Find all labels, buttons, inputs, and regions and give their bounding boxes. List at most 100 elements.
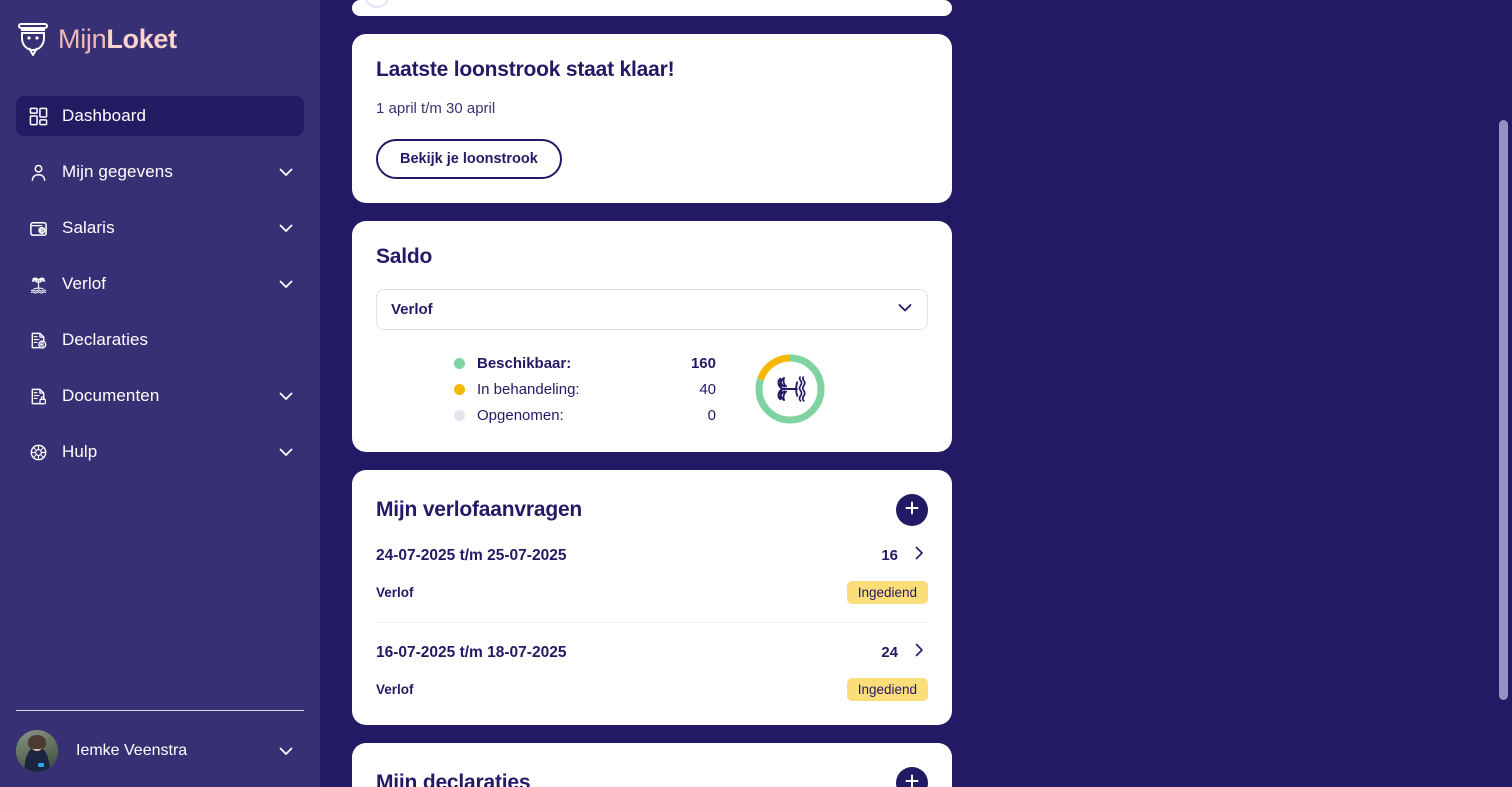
legend-label: Opgenomen:: [477, 406, 564, 424]
add-leave-request-button[interactable]: [896, 494, 928, 526]
view-payslip-button[interactable]: Bekijk je loonstrook: [376, 139, 562, 179]
scrollbar-track[interactable]: [1498, 0, 1508, 787]
legend-dot-available: [454, 357, 465, 369]
sidebar-profile-section: Iemke Veenstra: [0, 710, 320, 787]
legend-label: In behandeling:: [477, 380, 580, 398]
brand-wordmark: MijnLoket: [58, 23, 177, 54]
chevron-down-icon[interactable]: [276, 274, 296, 294]
scrollbar-thumb[interactable]: [1499, 120, 1508, 700]
chevron-down-icon[interactable]: [276, 162, 296, 182]
owl-icon: [16, 20, 50, 58]
plus-icon: [903, 499, 921, 522]
chevron-down-icon[interactable]: [895, 297, 915, 322]
leave-date-range: 16-07-2025 t/m 18-07-2025: [376, 643, 567, 661]
chevron-down-icon[interactable]: [276, 386, 296, 406]
brand-name-thin: Mijn: [58, 23, 107, 54]
legend-item: Opgenomen: 0: [454, 402, 716, 428]
list-item: 24-07-2025 t/m 25-07-2025 16 Verlof Inge…: [376, 526, 928, 623]
chevron-down-icon[interactable]: [276, 218, 296, 238]
sidebar-item-label: Documenten: [62, 386, 160, 405]
leave-requests-card: Mijn verlofaanvragen 24-07-2025 t/m 25-0…: [352, 470, 952, 725]
leave-date-range: 24-07-2025 t/m 25-07-2025: [376, 546, 567, 564]
divider: [16, 710, 304, 711]
main-content: Laatste loonstrook staat klaar! 1 april …: [320, 0, 1512, 787]
dashboard-column: Laatste loonstrook staat klaar! 1 april …: [352, 0, 952, 787]
life-ring-icon: [28, 442, 48, 462]
saldo-title: Saldo: [376, 245, 433, 268]
saldo-legend: Beschikbaar: 160 In behandeling: 40 Opge…: [376, 350, 716, 428]
leave-row-right: 16: [881, 544, 928, 567]
sidebar-item-declaraties[interactable]: Declaraties: [16, 320, 304, 360]
leave-type: Verlof: [376, 585, 414, 600]
leave-hours: 16: [881, 547, 898, 564]
sidebar-item-label: Salaris: [62, 218, 115, 237]
sidebar-item-dashboard[interactable]: Dashboard: [16, 96, 304, 136]
saldo-type-select[interactable]: Verlof: [376, 289, 928, 330]
saldo-body: Beschikbaar: 160 In behandeling: 40 Opge…: [376, 350, 928, 428]
leave-type: Verlof: [376, 682, 414, 697]
legend-item: In behandeling: 40: [454, 376, 716, 402]
saldo-donut-chart: [754, 353, 826, 425]
legend-label: Beschikbaar:: [477, 354, 572, 372]
legend-value: 0: [707, 406, 716, 424]
sidebar-item-label: Mijn gegevens: [62, 162, 173, 181]
plus-icon: [903, 772, 921, 787]
add-expense-button[interactable]: [896, 767, 928, 787]
dashboard-icon: [28, 106, 48, 126]
sidebar-item-label: Hulp: [62, 442, 98, 461]
status-badge: Ingediend: [846, 678, 928, 701]
sidebar-item-mijn-gegevens[interactable]: Mijn gegevens: [16, 152, 304, 192]
leave-hours: 24: [881, 644, 898, 661]
chevron-down-icon[interactable]: [276, 741, 296, 761]
payslip-card: Laatste loonstrook staat klaar! 1 april …: [352, 34, 952, 203]
document-lock-icon: [28, 386, 48, 406]
sidebar-item-documenten[interactable]: Documenten: [16, 376, 304, 416]
sidebar: MijnLoket Dashboard: [0, 0, 320, 787]
payslip-period: 1 april t/m 30 april: [376, 100, 496, 117]
wallet-icon: [28, 218, 48, 238]
user-name: Iemke Veenstra: [76, 742, 188, 759]
legend-dot-pending: [454, 383, 465, 395]
leave-request-row[interactable]: 16-07-2025 t/m 18-07-2025 24: [376, 641, 928, 664]
leave-row-right: 24: [881, 641, 928, 664]
leave-request-row[interactable]: 24-07-2025 t/m 25-07-2025 16: [376, 544, 928, 567]
expenses-card: Mijn declaraties 18-03-24 € 7,00: [352, 743, 952, 787]
palm-tree-icon: [754, 353, 826, 425]
palm-tree-icon: [28, 274, 48, 294]
avatar: [16, 730, 58, 772]
divider: [376, 622, 928, 623]
legend-dot-taken: [454, 409, 465, 421]
previous-card-partial: [352, 0, 952, 16]
leave-row-meta: Verlof Ingediend: [376, 678, 928, 701]
sidebar-item-label: Declaraties: [62, 330, 149, 349]
sidebar-item-salaris[interactable]: Salaris: [16, 208, 304, 248]
chevron-down-icon[interactable]: [276, 442, 296, 462]
saldo-select-value: Verlof: [391, 301, 433, 318]
leave-card-title: Mijn verlofaanvragen: [376, 498, 583, 521]
chevron-right-icon[interactable]: [910, 641, 928, 664]
page-title: Laatste loonstrook staat klaar!: [376, 58, 675, 81]
saldo-chart-wrap: [716, 353, 928, 425]
saldo-card: Saldo Verlof Beschikbaar: 160 In b: [352, 221, 952, 452]
sidebar-item-hulp[interactable]: Hulp: [16, 432, 304, 472]
chevron-right-icon[interactable]: [910, 544, 928, 567]
sidebar-item-verlof[interactable]: Verlof: [16, 264, 304, 304]
sidebar-item-label: Verlof: [62, 274, 107, 293]
leave-row-meta: Verlof Ingediend: [376, 581, 928, 604]
list-item: 16-07-2025 t/m 18-07-2025 24 Verlof Inge…: [376, 623, 928, 701]
sidebar-nav: Dashboard Mijn gegevens: [0, 96, 320, 488]
expenses-card-title: Mijn declaraties: [376, 771, 531, 787]
user-profile-menu[interactable]: Iemke Veenstra: [16, 727, 304, 775]
legend-value: 160: [690, 354, 716, 372]
sidebar-spacer: [0, 488, 320, 710]
status-badge: Ingediend: [846, 581, 928, 604]
legend-item: Beschikbaar: 160: [454, 350, 716, 376]
sidebar-item-label: Dashboard: [62, 106, 147, 125]
brand-name-bold: Loket: [106, 23, 177, 54]
leave-card-header: Mijn verlofaanvragen: [376, 494, 928, 526]
decorative-circle-icon: [364, 0, 390, 8]
brand-logo[interactable]: MijnLoket: [0, 0, 320, 62]
legend-value: 40: [699, 380, 716, 398]
user-icon: [28, 162, 48, 182]
receipt-euro-icon: [28, 330, 48, 350]
